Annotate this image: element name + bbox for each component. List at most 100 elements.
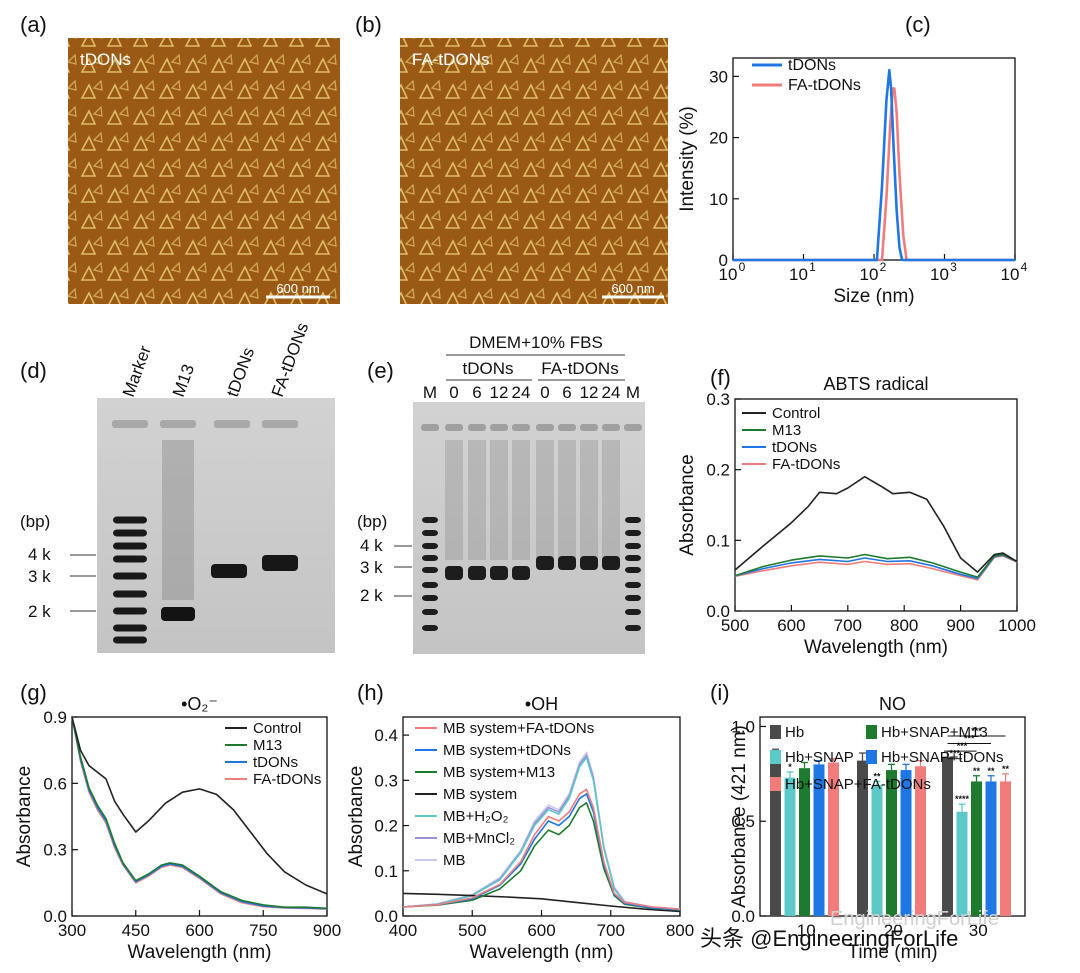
gel-e-lane-label: M	[626, 383, 640, 402]
gel-e-ladder-band	[625, 543, 641, 549]
bar	[956, 811, 968, 916]
afm-label-fa-tdons: FA-tDONs	[412, 50, 489, 69]
gel-e-smear	[490, 440, 508, 560]
chart-f: (f) ABTS radical 500 600 700 800 900 1000 0.0 0.1…	[677, 365, 1036, 658]
x-tick-label: 1000	[998, 616, 1036, 635]
bar	[942, 756, 953, 916]
panel-e: (e) DMEM+10% FBS tDONs FA-tDONs M 0 6 12 24 0…	[357, 333, 645, 654]
significance-mark: **	[873, 771, 881, 781]
gel-d-well	[214, 420, 250, 428]
bar	[799, 768, 810, 916]
afm-triangle-texture-b	[400, 38, 668, 304]
y-tick-label: 0.2	[706, 461, 730, 480]
gel-d-3k-label: 3 k	[28, 567, 51, 586]
gel-e-well	[490, 424, 508, 431]
series-line	[733, 87, 1015, 262]
y-tick-label: 0.1	[706, 531, 730, 550]
legend-entry: Hb+SNAP+M13	[881, 724, 988, 741]
gel-e-well	[624, 424, 642, 431]
gel-e-ladder-band	[422, 582, 438, 588]
gel-e-smear	[468, 440, 486, 560]
gel-e-ladder-band	[422, 567, 438, 573]
gel-e-ladder-band	[422, 625, 438, 631]
y-tick-label: 0.3	[706, 390, 730, 409]
gel-d-m13-band	[161, 607, 195, 621]
legend-entry: Hb+SNAP	[785, 749, 854, 766]
scale-bar-label-b: 600 nm	[611, 281, 654, 296]
gel-e-ladder-band	[422, 530, 438, 536]
plot-frame	[734, 398, 1018, 612]
gel-d-ladder-band	[113, 555, 147, 563]
gel-e-lane-label: 0	[449, 383, 458, 402]
y-axis-label: Absorbance	[14, 766, 35, 867]
gel-e-ladder-band	[625, 582, 641, 588]
legend-entry: MB system+M13	[443, 764, 555, 781]
gel-d-ladder-band	[113, 624, 147, 632]
legend-entry: MB system+tDONs	[443, 742, 571, 759]
bar	[900, 770, 912, 916]
gel-e-3k-label: 3 k	[360, 558, 383, 577]
y-tick-label: 0.3	[374, 771, 398, 790]
x-tick-exponent: 0	[739, 260, 746, 274]
y-tick-label: 0.1	[374, 862, 398, 881]
gel-d-2k-label: 2 k	[28, 602, 51, 621]
legend-entry: FA-tDONs	[788, 77, 861, 94]
gel-d-bp-label: (bp)	[20, 512, 50, 531]
y-tick-label: 0.9	[43, 708, 67, 727]
x-tick-label: 10	[860, 265, 879, 284]
x-tick-exponent: 4	[1021, 260, 1028, 274]
gel-e-lane-label: 6	[562, 383, 571, 402]
bracket-label: ***	[949, 749, 960, 759]
gel-e-ladder-band	[625, 567, 641, 573]
y-tick-label: 0.2	[374, 817, 398, 836]
gel-e-4k-label: 4 k	[360, 536, 383, 555]
panel-letter-f: (f)	[710, 365, 731, 390]
y-tick-label: 0.6	[43, 774, 67, 793]
bar	[971, 781, 982, 916]
panel-letter-i: (i)	[710, 680, 730, 705]
gel-e-smear	[536, 440, 554, 560]
legend-entry: MB+MnCl₂	[443, 830, 515, 847]
gel-d-lane-marker: Marker	[119, 343, 155, 400]
gel-d-lane-fa-tdons: FA-tDONs	[268, 320, 312, 399]
gel-e-well	[512, 424, 530, 431]
gel-e-header: DMEM+10% FBS	[469, 333, 603, 352]
gel-d-m13-smear	[162, 440, 194, 600]
y-tick-label: 0.3	[43, 841, 67, 860]
x-tick-label: 600	[777, 616, 805, 635]
gel-e-lane-label: 0	[540, 383, 549, 402]
plot-frame	[732, 57, 1016, 261]
plot-frame	[71, 716, 328, 917]
gel-e-lane-label: 6	[472, 383, 481, 402]
gel-e-smear	[602, 440, 620, 560]
gel-e-ladder-band	[422, 609, 438, 615]
gel-d-well	[262, 420, 298, 428]
gel-e-well	[421, 424, 439, 431]
gel-e-ladder-band	[625, 517, 641, 523]
gel-e-well	[580, 424, 598, 431]
y-axis-label: Absorbance	[677, 454, 698, 555]
gel-e-lane-label: 24	[512, 383, 531, 402]
bar	[985, 781, 997, 916]
x-tick-label: 10	[797, 921, 816, 940]
gel-e	[413, 402, 645, 654]
x-tick-label: 600	[527, 921, 555, 940]
y-tick-label: 20	[709, 129, 728, 148]
x-tick-label: 500	[721, 616, 749, 635]
gel-e-well	[445, 424, 463, 431]
gel-e-lane-label: M	[423, 383, 437, 402]
series-line	[734, 554, 1018, 580]
y-axis-label: Absorbance	[346, 766, 367, 867]
panel-b: (b) FA-tDONs 600 nm	[355, 12, 668, 304]
significance-mark: **	[973, 766, 981, 776]
y-tick-label: 30	[709, 67, 728, 86]
x-tick-label: 800	[890, 616, 918, 635]
gel-e-ladder-band	[625, 595, 641, 601]
gel-e-lane-labels: M 0 6 12 24 0 6 12 24 M	[423, 383, 640, 402]
gel-d-bands	[112, 420, 298, 644]
x-tick-label: 900	[313, 921, 341, 940]
legend-entry: M13	[772, 422, 801, 439]
gel-e-smear	[558, 440, 576, 560]
gel-e-group-fa-tdons: FA-tDONs	[541, 359, 618, 378]
